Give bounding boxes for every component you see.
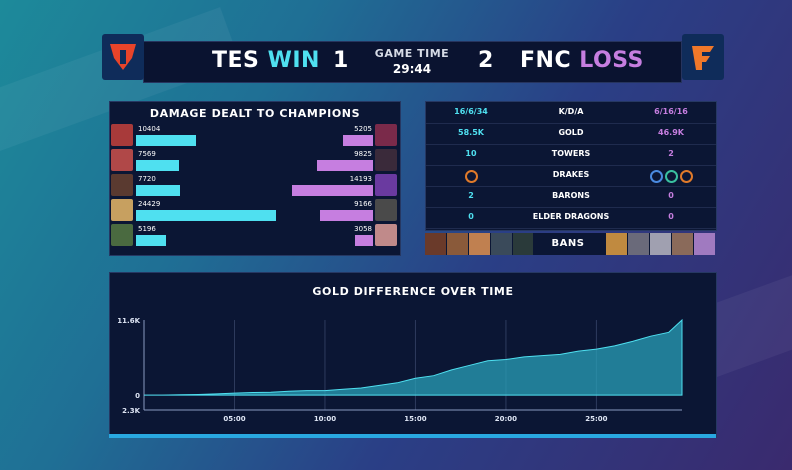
red-score: 2 (478, 48, 494, 73)
tes-logo (102, 34, 144, 80)
red-team-tag: FNC (520, 48, 572, 73)
blue-champion-portrait (111, 149, 133, 171)
stat-row: 10 TOWERS 2 (426, 144, 716, 166)
y-tick-label: 2.3K (122, 407, 140, 415)
fnc-logo (682, 34, 724, 80)
red-ban-portrait (672, 233, 693, 255)
blue-result: WIN (267, 48, 320, 73)
blue-damage-bar (136, 185, 181, 196)
red-champion-portrait (375, 199, 397, 221)
stat-blue-value (426, 170, 516, 183)
blue-team-name: TES WIN (212, 48, 320, 73)
red-ban-portrait (628, 233, 649, 255)
red-result: LOSS (579, 48, 644, 73)
red-damage-bar (291, 185, 373, 196)
scoreboard-bar (143, 41, 682, 83)
damage-panel-title: DAMAGE DEALT TO CHAMPIONS (149, 107, 361, 120)
stat-blue-value: 16/6/34 (454, 107, 488, 116)
red-damage-value: 3058 (354, 225, 372, 233)
stat-label: DRAKES (552, 170, 590, 179)
blue-damage-value: 5196 (138, 225, 156, 233)
red-damage-value: 14193 (349, 175, 372, 183)
blue-team-tag: TES (212, 48, 260, 73)
stat-blue-value: 10 (465, 149, 477, 158)
red-damage-value: 9825 (354, 150, 372, 158)
stat-red-value: 0 (668, 212, 674, 221)
y-tick-label: 0 (135, 392, 140, 400)
stat-red-value: 2 (668, 149, 674, 158)
stat-row: 16/6/34 K/D/A 6/16/16 (426, 102, 716, 124)
stat-blue-value: 2 (468, 191, 474, 200)
drake-icon (679, 170, 693, 183)
stat-label: TOWERS (551, 149, 591, 158)
blue-damage-value: 7569 (138, 150, 156, 158)
damage-panel: DAMAGE DEALT TO CHAMPIONS 10404 5205 7569 9… (109, 101, 401, 256)
red-champion-portrait (375, 174, 397, 196)
blue-champion-portrait (111, 174, 133, 196)
stat-label: K/D/A (558, 107, 584, 116)
gold-difference-chart: 05:00 10:00 15:00 20:00 25:00 11.6K 0 2.3K (117, 317, 683, 423)
stat-red-value: 46.9K (658, 128, 684, 137)
gold-difference-area (144, 318, 683, 396)
x-tick-label: 05:00 (223, 415, 245, 423)
stat-blue-value: 58.5K (458, 128, 484, 137)
blue-damage-bar (136, 135, 196, 146)
blue-score: 1 (333, 48, 349, 73)
blue-champion-portrait (111, 199, 133, 221)
red-ban-portrait (606, 233, 627, 255)
blue-champion-portrait (111, 124, 133, 146)
red-damage-bar (343, 135, 373, 146)
gold-chart-panel: GOLD DIFFERENCE OVER TIME 05:00 10:00 15:0… (109, 272, 717, 438)
stat-row: 0 ELDER DRAGONS 0 (426, 207, 716, 229)
stat-row: 58.5K GOLD 46.9K (426, 123, 716, 145)
red-damage-bar (320, 210, 373, 221)
blue-damage-value: 24429 (138, 200, 161, 208)
drake-icon (464, 170, 478, 183)
stat-red-value: 0 (668, 191, 674, 200)
red-damage-value: 9166 (354, 200, 372, 208)
bans-label: BANS (533, 233, 603, 255)
x-tick-label: 20:00 (495, 415, 517, 423)
blue-ban-portrait (513, 233, 534, 255)
blue-damage-bar (136, 235, 166, 246)
x-tick-label: 10:00 (314, 415, 336, 423)
blue-champion-portrait (111, 224, 133, 246)
blue-ban-portrait (447, 233, 468, 255)
red-ban-portrait (650, 233, 671, 255)
stats-panel: 16/6/34 K/D/A 6/16/16 58.5K GOLD 46.9K 10 TOWER… (425, 101, 717, 231)
stat-label: ELDER DRAGONS (532, 212, 610, 221)
red-team-name: FNC LOSS (520, 48, 644, 73)
blue-damage-bar (136, 160, 180, 171)
blue-damage-value: 7720 (138, 175, 156, 183)
red-champion-portrait (375, 124, 397, 146)
x-tick-label: 15:00 (404, 415, 426, 423)
red-champion-portrait (375, 149, 397, 171)
red-damage-bar (355, 235, 373, 246)
red-damage-bar (316, 160, 373, 171)
bottom-accent-line (109, 434, 716, 438)
blue-damage-value: 10404 (138, 125, 161, 133)
x-tick-label: 25:00 (585, 415, 607, 423)
blue-ban-portrait (425, 233, 446, 255)
blue-ban-portrait (469, 233, 490, 255)
stat-row: DRAKES (426, 165, 716, 187)
stat-blue-value: 0 (468, 212, 474, 221)
red-champion-portrait (375, 224, 397, 246)
game-time-label: GAME TIME (374, 47, 450, 60)
stat-red-value: 6/16/16 (654, 107, 688, 116)
gold-chart-title: GOLD DIFFERENCE OVER TIME (312, 285, 514, 298)
blue-damage-bar (136, 210, 276, 221)
game-time-value: 29:44 (392, 62, 432, 76)
stat-label: BARONS (552, 191, 590, 200)
stat-row: 2 BARONS 0 (426, 186, 716, 208)
stat-label: GOLD (558, 128, 584, 137)
drake-icon (664, 170, 678, 183)
drake-icon (649, 170, 663, 183)
red-ban-portrait (694, 233, 715, 255)
stat-red-value (626, 170, 716, 183)
y-tick-label: 11.6K (117, 317, 140, 325)
red-damage-value: 5205 (354, 125, 372, 133)
blue-ban-portrait (491, 233, 512, 255)
